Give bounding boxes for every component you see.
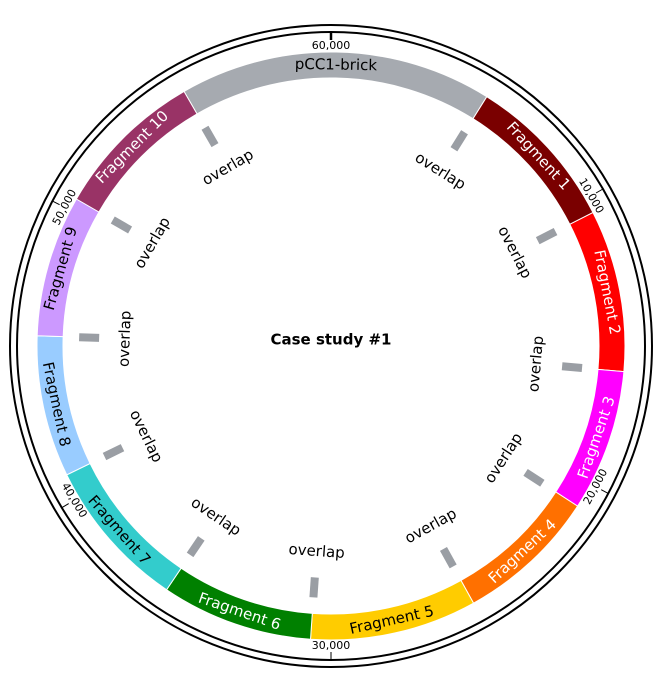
overlap-label: overlap: [288, 540, 345, 562]
overlap-label: overlap: [494, 223, 536, 281]
overlap-label: overlap: [480, 429, 526, 486]
overlap-mark: [102, 444, 125, 461]
tick-label: 30,000: [312, 639, 351, 652]
segment-label: Fragment 1: [503, 118, 574, 194]
overlap-mark: [439, 546, 457, 569]
overlap-mark: [535, 228, 558, 245]
overlap-label: overlap: [199, 145, 257, 189]
overlap-label: overlap: [524, 335, 547, 393]
segment-label: pCC1-brick: [295, 55, 378, 74]
overlap-label: overlap: [188, 493, 245, 539]
overlap-mark: [309, 577, 319, 598]
overlap-label: overlap: [126, 407, 167, 466]
overlap-mark: [79, 333, 100, 342]
overlap-label: overlap: [115, 310, 135, 367]
segment-label: Fragment 7: [84, 492, 154, 569]
segment-label: Fragment 4: [485, 515, 560, 587]
tick-mark: [595, 188, 604, 194]
overlap-mark: [110, 216, 133, 234]
map-title: Case study #1: [271, 331, 392, 349]
tick-label: 60,000: [312, 39, 351, 52]
overlap-mark: [450, 130, 468, 152]
overlap-mark: [186, 536, 205, 558]
segment-arc: [75, 90, 198, 213]
overlap-mark: [561, 362, 583, 372]
overlap-mark: [201, 125, 219, 148]
overlap-label: overlap: [130, 214, 174, 272]
tick-mark: [61, 503, 69, 509]
tick-mark: [52, 200, 60, 206]
overlap-mark: [523, 469, 545, 487]
tick-mark: [600, 489, 609, 494]
outer-ring: [9, 24, 653, 668]
overlap-label: overlap: [412, 148, 469, 193]
overlap-label: overlap: [402, 504, 460, 547]
